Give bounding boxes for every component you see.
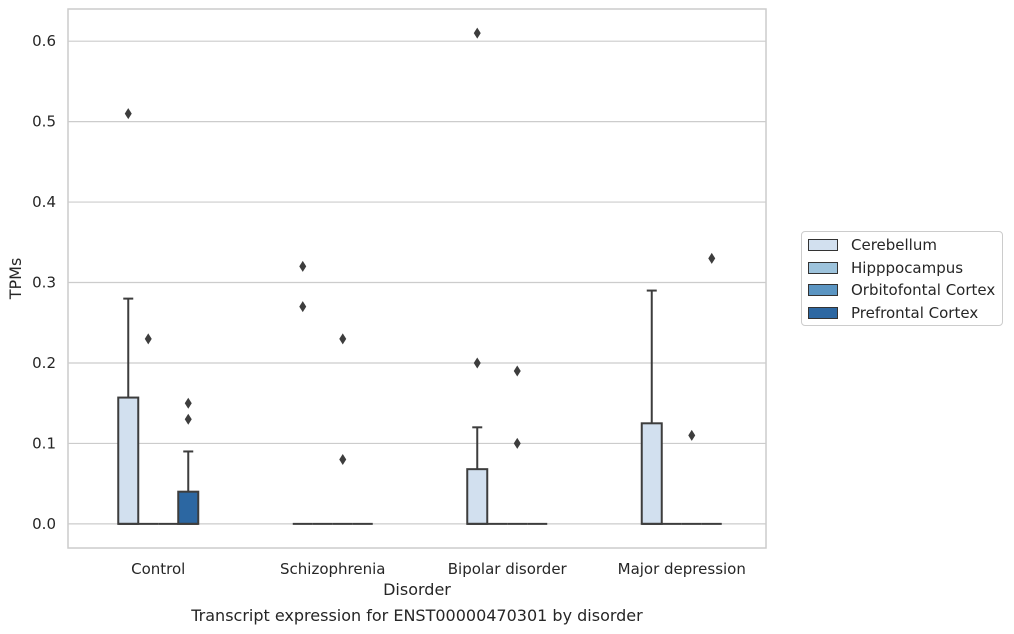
outlier-point — [708, 252, 716, 264]
y-tick-label: 0.6 — [32, 32, 56, 50]
box-cerebellum — [292, 260, 313, 525]
box-cerebellum — [466, 27, 489, 525]
box-iqr — [640, 422, 663, 525]
legend-swatch — [808, 261, 838, 274]
outlier-point — [688, 429, 696, 441]
x-tick-label: Bipolar disorder — [448, 560, 568, 578]
y-tick-label: 0.4 — [32, 193, 56, 211]
outlier-point — [473, 357, 481, 369]
x-tick-labels: Control Schizophrenia Bipolar disorder Majo… — [131, 560, 746, 578]
y-tick-label: 0.0 — [32, 515, 56, 533]
legend-item: Cerebellum — [808, 235, 937, 255]
box-iqr — [466, 468, 489, 525]
outlier-point — [299, 301, 307, 313]
figure-caption: Transcript expression for ENST0000047030… — [191, 606, 643, 625]
legend: Cerebellum Hipppocampus Orbitofontal Corte… — [801, 231, 1003, 326]
outlier-point — [184, 397, 192, 409]
legend-label: Prefrontal Cortex — [851, 303, 979, 322]
gridlines — [68, 40, 766, 525]
outlier-point — [184, 413, 192, 425]
box-prefrontal-cortex — [177, 397, 200, 525]
x-tick-label: Schizophrenia — [280, 560, 385, 578]
box-hipppocampus — [138, 333, 159, 525]
boxes — [117, 27, 722, 525]
legend-item: Orbitofontal Cortex — [808, 280, 995, 300]
x-tick-label: Major depression — [618, 560, 746, 578]
box-orbitofontal-cortex — [332, 333, 353, 525]
box-iqr — [117, 396, 140, 525]
legend-item: Hipppocampus — [808, 258, 963, 278]
box-prefrontal-cortex — [701, 252, 722, 525]
box-cerebellum — [640, 289, 663, 525]
outlier-point — [339, 454, 347, 466]
legend-item: Prefrontal Cortex — [808, 303, 978, 323]
y-tick-label: 0.1 — [32, 434, 56, 452]
legend-swatch — [808, 284, 838, 296]
outlier-point — [513, 365, 521, 377]
box-iqr — [177, 490, 200, 525]
outlier-point — [144, 333, 152, 345]
y-tick-labels: 0.0 0.1 0.2 0.3 0.4 0.5 0.6 — [32, 32, 56, 533]
outlier-point — [124, 108, 132, 120]
y-tick-label: 0.2 — [32, 354, 56, 372]
outlier-point — [339, 333, 347, 345]
outlier-point — [473, 27, 481, 39]
legend-swatch — [808, 239, 838, 251]
box-cerebellum — [117, 108, 140, 525]
outlier-point — [299, 260, 307, 272]
x-tick-label: Control — [131, 560, 185, 578]
box-orbitofontal-cortex — [507, 365, 528, 525]
x-axis-label: Disorder — [383, 580, 451, 599]
outlier-point — [513, 437, 521, 449]
legend-label: Cerebellum — [851, 236, 937, 254]
y-tick-label: 0.3 — [32, 274, 56, 292]
y-tick-label: 0.5 — [32, 113, 56, 131]
legend-label: Hipppocampus — [851, 258, 964, 277]
plot-frame — [67, 8, 767, 549]
box-orbitofontal-cortex — [681, 429, 702, 525]
legend-swatch — [808, 306, 838, 319]
legend-label: Orbitofontal Cortex — [851, 281, 996, 299]
y-axis-label: TPMs — [6, 258, 25, 301]
